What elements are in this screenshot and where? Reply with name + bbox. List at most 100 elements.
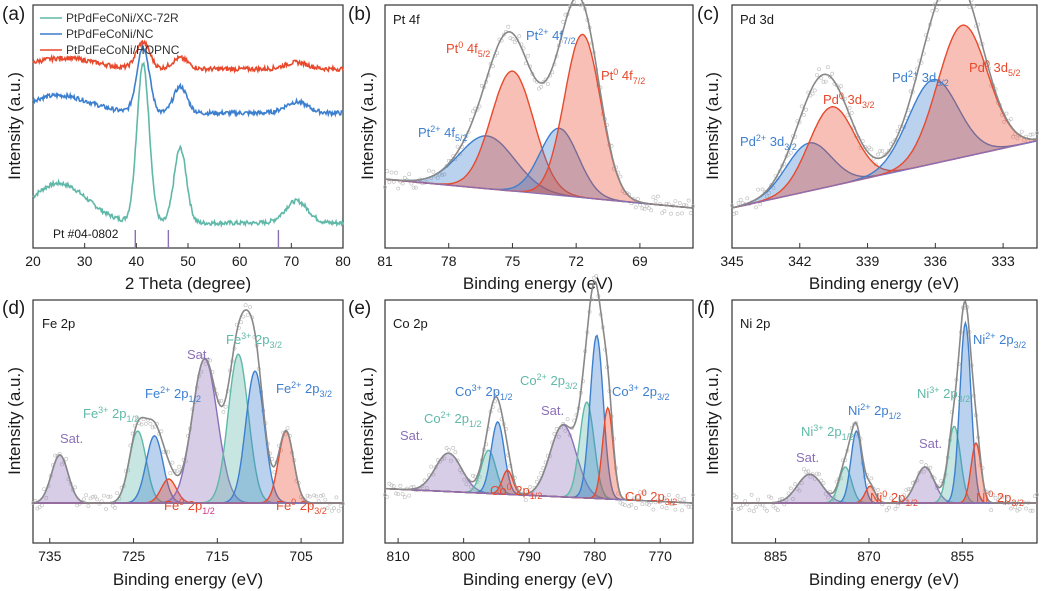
xtick-label: 50 <box>180 253 196 269</box>
raw-data-point <box>325 506 330 511</box>
raw-data-point <box>534 479 539 484</box>
raw-data-point <box>880 149 885 153</box>
pt2-4f52-label: Pt2+ 4f5/2 <box>418 124 468 143</box>
raw-data-point <box>649 208 654 213</box>
xtick-label: 870 <box>857 548 881 564</box>
raw-data-point <box>510 37 515 41</box>
panel-a-reference-lines <box>134 230 280 248</box>
fit-peak-fill <box>33 359 343 503</box>
panel-e: (e) Co 2p 810 800 790 780 770 Sat. Sat. Co3+… <box>348 274 695 589</box>
raw-data-point <box>110 503 115 508</box>
pd0-3d52-label: Pd0 3d5/2 <box>969 59 1021 78</box>
raw-data-point <box>464 482 469 487</box>
raw-data-point <box>528 485 533 489</box>
raw-data-point <box>336 508 341 513</box>
raw-data-point <box>895 504 900 508</box>
legend-label-xc72r: PtPdFeCoNi/XC-72R <box>66 11 179 25</box>
fit-peak-fill <box>732 79 1037 208</box>
raw-data-point <box>819 76 824 81</box>
raw-data-point <box>849 110 854 115</box>
raw-data-point <box>810 91 815 96</box>
raw-data-point <box>1028 132 1033 137</box>
raw-data-point <box>754 205 758 210</box>
raw-data-point <box>751 509 756 514</box>
co-sat-label-mid: Sat. <box>541 403 564 418</box>
raw-data-point <box>424 486 429 490</box>
raw-data-point <box>677 201 682 205</box>
ni-sat-label-mid: Sat. <box>919 436 942 451</box>
raw-data-point <box>104 507 109 512</box>
raw-data-point <box>633 205 638 210</box>
raw-data-point <box>102 493 106 498</box>
raw-data-point <box>987 490 992 495</box>
raw-data-point <box>312 493 317 498</box>
raw-data-point <box>1030 508 1035 513</box>
raw-data-point <box>168 471 173 476</box>
fe-sat-label-left: Sat. <box>60 431 83 446</box>
raw-data-point <box>440 173 445 177</box>
raw-data-point <box>791 497 795 501</box>
xtick-label: 345 <box>720 253 744 269</box>
raw-data-point <box>389 170 394 175</box>
raw-data-point <box>734 210 739 215</box>
raw-data-point <box>921 469 926 474</box>
panel-f: (f) Ni 2p 885 870 855 Sat. Sat. Ni3+ 2p1/2… <box>697 298 1039 589</box>
raw-data-point <box>760 187 765 192</box>
pt0-4f52-label: Pt0 4f5/2 <box>446 40 490 59</box>
raw-data-point <box>839 84 843 89</box>
raw-data-point <box>633 506 638 510</box>
panel-b-letter: (b) <box>348 4 371 25</box>
raw-data-point <box>771 185 776 190</box>
fit-envelope <box>32 309 343 504</box>
xrd-series-line <box>32 43 344 118</box>
raw-data-point <box>512 40 517 45</box>
raw-data-point <box>578 3 583 8</box>
raw-data-point <box>148 421 153 426</box>
raw-data-point <box>808 474 813 479</box>
raw-data-point <box>651 195 656 200</box>
raw-data-point <box>471 109 475 114</box>
co0-2p32-label: Co0 2p3/2 <box>625 488 677 507</box>
xtick-label: 780 <box>583 548 607 564</box>
xrd-series-line <box>32 61 344 229</box>
raw-data-point <box>305 493 310 498</box>
raw-data-point <box>385 494 390 499</box>
raw-data-point <box>545 82 550 86</box>
raw-data-point <box>449 458 453 463</box>
raw-data-point <box>90 494 95 499</box>
xtick-label: 342 <box>788 253 812 269</box>
xtick-label: 810 <box>386 548 410 564</box>
raw-data-point <box>802 113 806 117</box>
raw-data-point <box>170 460 175 465</box>
raw-data-point <box>937 0 941 2</box>
raw-data-point <box>989 508 994 513</box>
raw-data-point <box>402 175 407 180</box>
raw-data-point <box>762 506 767 511</box>
raw-data-point <box>826 495 830 500</box>
raw-data-point <box>446 447 451 452</box>
raw-data-point <box>82 497 86 502</box>
raw-data-point <box>88 496 93 501</box>
raw-data-point <box>517 34 522 39</box>
raw-data-point <box>738 197 743 202</box>
panel-a-xlabel: 2 Theta (degree) <box>125 274 251 293</box>
fe3-2p12-label: Fe3+ 2p1/2 <box>83 405 139 424</box>
panel-c-curves <box>730 0 1039 216</box>
panel-b-xticks: 81 78 75 72 69 <box>377 243 648 269</box>
raw-data-point <box>869 476 874 481</box>
raw-data-point <box>563 428 568 433</box>
xtick-label: 885 <box>764 548 788 564</box>
raw-data-point <box>332 506 337 511</box>
fit-peak-fill <box>732 426 1037 503</box>
fit-peak-fill <box>732 443 1037 503</box>
xtick-label: 735 <box>38 548 62 564</box>
raw-data-point <box>647 206 651 211</box>
raw-data-point <box>1011 134 1015 139</box>
raw-data-point <box>906 487 911 492</box>
panel-b: (b) Pt 4f 81 78 75 72 69 Pt0 4f5/2 Pt2+ 4f7/… <box>348 0 695 293</box>
raw-data-point <box>680 211 684 216</box>
raw-data-point <box>1000 495 1005 500</box>
co3-2p32-label: Co3+ 2p3/2 <box>612 383 669 402</box>
raw-data-point <box>660 211 665 216</box>
raw-data-point <box>756 187 761 192</box>
